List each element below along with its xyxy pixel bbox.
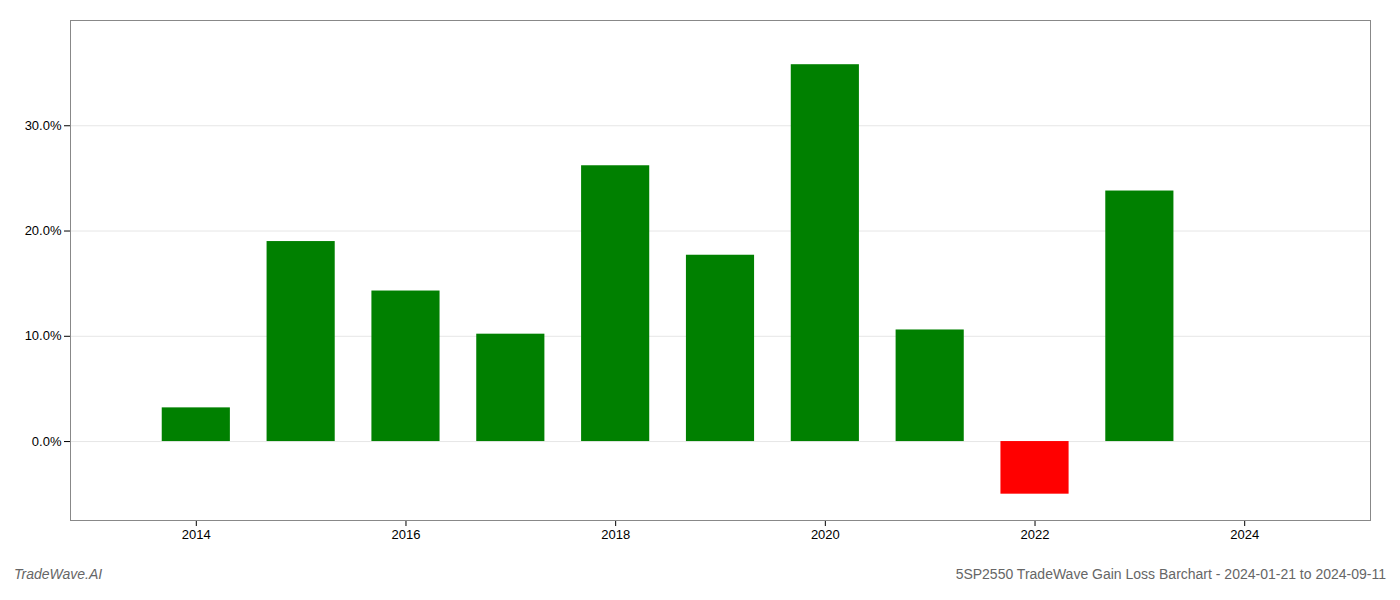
svg-text:2014: 2014 (182, 527, 211, 542)
svg-text:2020: 2020 (811, 527, 840, 542)
html-text:5SP2550 TradeWave Gain Loss Ba: 5SP2550 TradeWave Gain Loss Barchart - 2… (955, 566, 1386, 582)
svg-text:10.0%: 10.0% (25, 328, 62, 343)
svg-text:2016: 2016 (392, 527, 421, 542)
html-text:TradeWave.AI: TradeWave.AI (14, 566, 103, 582)
svg-text:0.0%: 0.0% (32, 434, 62, 449)
svg-text:20.0%: 20.0% (25, 223, 62, 238)
svg-text:2022: 2022 (1021, 527, 1050, 542)
svg-text:30.0%: 30.0% (25, 118, 62, 133)
svg-text:2024: 2024 (1230, 527, 1259, 542)
svg-text:2018: 2018 (601, 527, 630, 542)
